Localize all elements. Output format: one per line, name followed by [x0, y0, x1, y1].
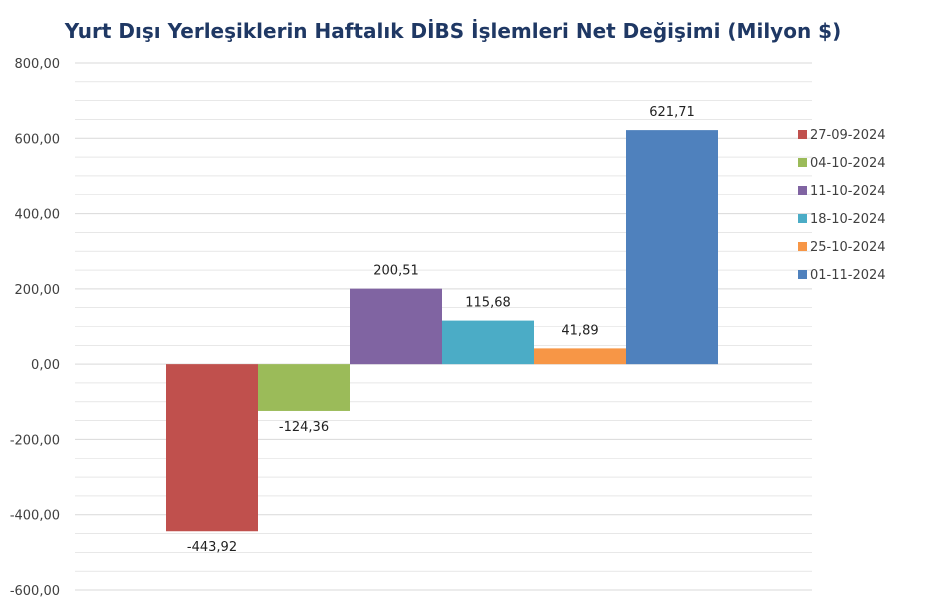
data-label: 41,89: [561, 323, 598, 338]
bar-27-09-2024: [166, 364, 258, 532]
data-label: 200,51: [373, 264, 419, 279]
legend-entry: 11-10-2024: [810, 184, 886, 199]
y-axis-ticks: 800,00 600,00 400,00 200,00 0,00 -200,00 -400,…: [10, 57, 60, 599]
legend: 27-09-2024 04-10-2024 11-10-2024 18-10-2024…: [798, 128, 886, 283]
legend-swatch: [798, 186, 807, 195]
y-tick-label: -400,00: [10, 509, 60, 524]
bars: [166, 130, 718, 532]
legend-swatch: [798, 158, 807, 167]
legend-entry: 27-09-2024: [810, 128, 886, 143]
bar-01-11-2024: [626, 130, 718, 365]
y-tick-label: 400,00: [15, 208, 61, 223]
legend-swatch: [798, 270, 807, 279]
legend-entry: 18-10-2024: [810, 212, 886, 227]
bar-25-10-2024: [534, 348, 626, 365]
bar-11-10-2024: [350, 288, 442, 365]
legend-entry: 01-11-2024: [810, 268, 886, 283]
data-label: 621,71: [649, 105, 695, 120]
chart-title: Yurt Dışı Yerleşiklerin Haftalık DİBS İş…: [64, 19, 841, 43]
legend-swatch: [798, 214, 807, 223]
bar-04-10-2024: [258, 364, 350, 411]
legend-swatch: [798, 130, 807, 139]
y-tick-label: -200,00: [10, 433, 60, 448]
y-tick-label: 0,00: [31, 358, 60, 373]
y-tick-label: 200,00: [15, 283, 61, 298]
legend-swatch: [798, 242, 807, 251]
legend-entry: 25-10-2024: [810, 240, 886, 255]
data-label: 115,68: [465, 296, 511, 311]
y-tick-label: 800,00: [15, 57, 61, 72]
legend-entry: 04-10-2024: [810, 156, 886, 171]
y-tick-label: -600,00: [10, 584, 60, 599]
bar-18-10-2024: [442, 320, 534, 365]
data-label: -443,92: [187, 540, 237, 555]
data-label: -124,36: [279, 420, 329, 435]
data-labels: -443,92 -124,36 200,51 115,68 41,89 621,71: [187, 105, 695, 555]
y-tick-label: 600,00: [15, 132, 61, 147]
